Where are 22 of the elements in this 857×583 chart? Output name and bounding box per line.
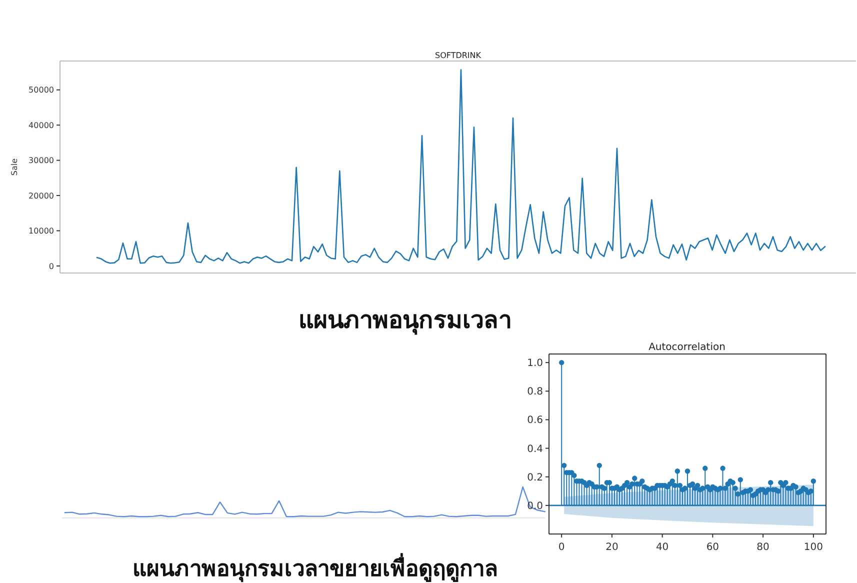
x-tick-label: 0: [558, 542, 565, 553]
y-tick-label: 0: [48, 262, 54, 271]
y-tick-label: 20000: [28, 191, 54, 200]
y-tick-label: 10000: [28, 226, 54, 236]
x-tick-label: 20: [606, 542, 618, 553]
y-tick-label: 0.8: [527, 386, 543, 398]
y-tick-label: 0.6: [527, 415, 543, 426]
y-tick-label: 30000: [28, 156, 54, 166]
text: แผนภาพอนุกรมเวลา: [298, 306, 512, 336]
x-tick-label: 80: [756, 542, 770, 553]
y-axis-title: Sale: [10, 158, 19, 176]
y-tick-label: 40000: [28, 120, 54, 130]
y-tick-label: 1.0: [527, 358, 543, 370]
x-tick-label: 40: [656, 542, 669, 553]
x-tick-label: 60: [706, 542, 720, 553]
chart-title: Autocorrelation: [648, 342, 726, 353]
chart-title: SOFTDRINK: [434, 51, 482, 60]
y-tick-label: 50000: [28, 86, 54, 95]
text: แผนภาพอนุกรมเวลาขยายเพื่อดูฤดูกาล: [132, 552, 498, 583]
x-tick-label: 100: [804, 542, 823, 553]
y-tick-label: 0.2: [527, 472, 543, 484]
y-tick-label: 0.4: [527, 444, 543, 455]
